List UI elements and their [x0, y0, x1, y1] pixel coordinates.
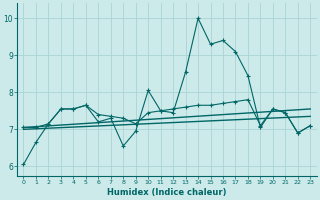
X-axis label: Humidex (Indice chaleur): Humidex (Indice chaleur) — [107, 188, 227, 197]
